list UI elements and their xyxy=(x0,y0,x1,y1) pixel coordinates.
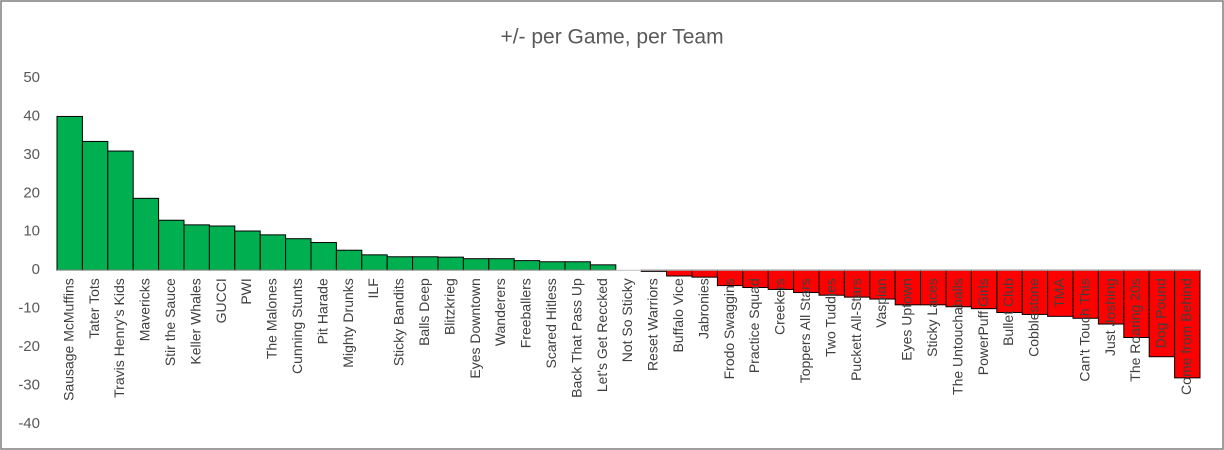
bar xyxy=(691,269,718,278)
y-tick-label: -10 xyxy=(18,300,40,317)
x-tick-label: TMA xyxy=(1051,278,1067,308)
bar xyxy=(1174,269,1201,379)
y-tick-label: 40 xyxy=(23,107,40,124)
x-tick-label: Just Joshing xyxy=(1102,278,1118,356)
x-tick-label: Dog Pound xyxy=(1153,278,1169,348)
x-tick-label: Vaspian xyxy=(873,278,889,328)
x-tick-label: Eyes Downtown xyxy=(467,278,483,378)
x-tick-label: Wanderers xyxy=(492,278,508,346)
bar xyxy=(208,225,236,271)
y-tick-label: 50 xyxy=(23,69,40,86)
x-tick-label: Sticky Laces xyxy=(924,278,940,357)
y-tick-label: -30 xyxy=(18,377,40,394)
x-tick-label: Frodo Swaggins xyxy=(721,278,737,379)
bar xyxy=(81,140,109,271)
x-tick-label: Balls Deep xyxy=(416,278,432,346)
bar xyxy=(437,256,464,271)
x-tick-label: Stir the Sauce xyxy=(162,278,178,366)
x-tick-label: Two Tuddies xyxy=(822,278,838,357)
x-tick-label: Reset Warriors xyxy=(645,278,661,371)
y-tick-label: 10 xyxy=(23,223,40,240)
x-tick-label: Come from Behind xyxy=(1178,278,1194,395)
bar xyxy=(56,115,83,271)
bar xyxy=(1047,269,1074,317)
y-tick-label: 20 xyxy=(23,184,40,201)
bar xyxy=(488,258,515,271)
bar xyxy=(361,254,388,271)
y-tick-label: 0 xyxy=(32,261,40,278)
x-tick-label: Mavericks xyxy=(137,278,153,341)
bar xyxy=(310,242,337,271)
x-tick-label: Puckett All-Stars xyxy=(848,278,864,381)
bar xyxy=(666,269,693,277)
x-tick-label: Eyes Uptown xyxy=(899,278,915,360)
x-tick-label: The Untouchaballs xyxy=(949,278,965,395)
bar xyxy=(234,230,261,271)
x-tick-label: Blitzkrieg xyxy=(441,278,457,335)
x-tick-label: Keller Whales xyxy=(187,278,203,364)
x-tick-label: Back That Pass Up xyxy=(568,278,584,398)
y-tick-label: 30 xyxy=(23,146,40,163)
x-tick-label: ILF xyxy=(365,278,381,298)
bar xyxy=(1148,269,1176,358)
x-tick-label: Tater Tots xyxy=(86,278,102,338)
x-tick-label: Jabronies xyxy=(695,278,711,339)
bar xyxy=(539,261,566,271)
bar xyxy=(132,197,160,271)
x-tick-label: Let's Get Reccked xyxy=(594,278,610,392)
y-tick-label: -20 xyxy=(18,338,40,355)
x-tick-label: PowerPuff Girls xyxy=(975,278,991,375)
bar xyxy=(462,258,490,271)
x-tick-label: Cunning Stunts xyxy=(289,278,305,374)
x-tick-label: Buffalo Vice xyxy=(670,278,686,352)
x-tick-label: The Malones xyxy=(264,278,280,359)
x-tick-label: The Roaring 20s xyxy=(1127,278,1143,382)
x-tick-label: Scared Hitless xyxy=(543,278,559,368)
x-tick-label: Creekers xyxy=(772,278,788,335)
bar xyxy=(259,234,287,271)
bar xyxy=(945,269,972,308)
x-tick-label: Toppers All Stars xyxy=(797,278,813,383)
x-tick-label: Can't Touch This xyxy=(1076,278,1092,381)
x-tick-label: Practice Squad xyxy=(746,278,762,373)
bar xyxy=(564,261,591,271)
bar xyxy=(589,264,617,271)
x-tick-label: Mighty Drunks xyxy=(340,278,356,367)
bar xyxy=(513,260,541,271)
bar xyxy=(386,256,414,271)
x-tick-label: Bullet Club xyxy=(1000,278,1016,346)
x-tick-label: Travis Henry's Kids xyxy=(111,278,127,398)
x-tick-label: Not So Sticky xyxy=(619,278,635,362)
x-tick-label: Sausage McMuffins xyxy=(60,278,76,401)
bar xyxy=(1123,269,1150,339)
x-tick-label: PWI xyxy=(238,278,254,304)
x-tick-label: Sticky Bandits xyxy=(391,278,407,366)
bar xyxy=(183,224,210,271)
y-tick-label: -40 xyxy=(18,415,40,432)
bar xyxy=(412,256,439,271)
bar xyxy=(335,249,363,271)
x-tick-label: Pit Harade xyxy=(314,278,330,344)
bar xyxy=(285,238,312,271)
bar xyxy=(1097,269,1125,325)
x-tick-label: GUCCI xyxy=(213,278,229,323)
bar xyxy=(107,150,134,271)
bar xyxy=(158,219,185,271)
x-tick-label: Freeballers xyxy=(518,278,534,348)
chart-title: +/- per Game, per Team xyxy=(500,26,723,49)
x-tick-label: Cobblestone xyxy=(1026,278,1042,357)
